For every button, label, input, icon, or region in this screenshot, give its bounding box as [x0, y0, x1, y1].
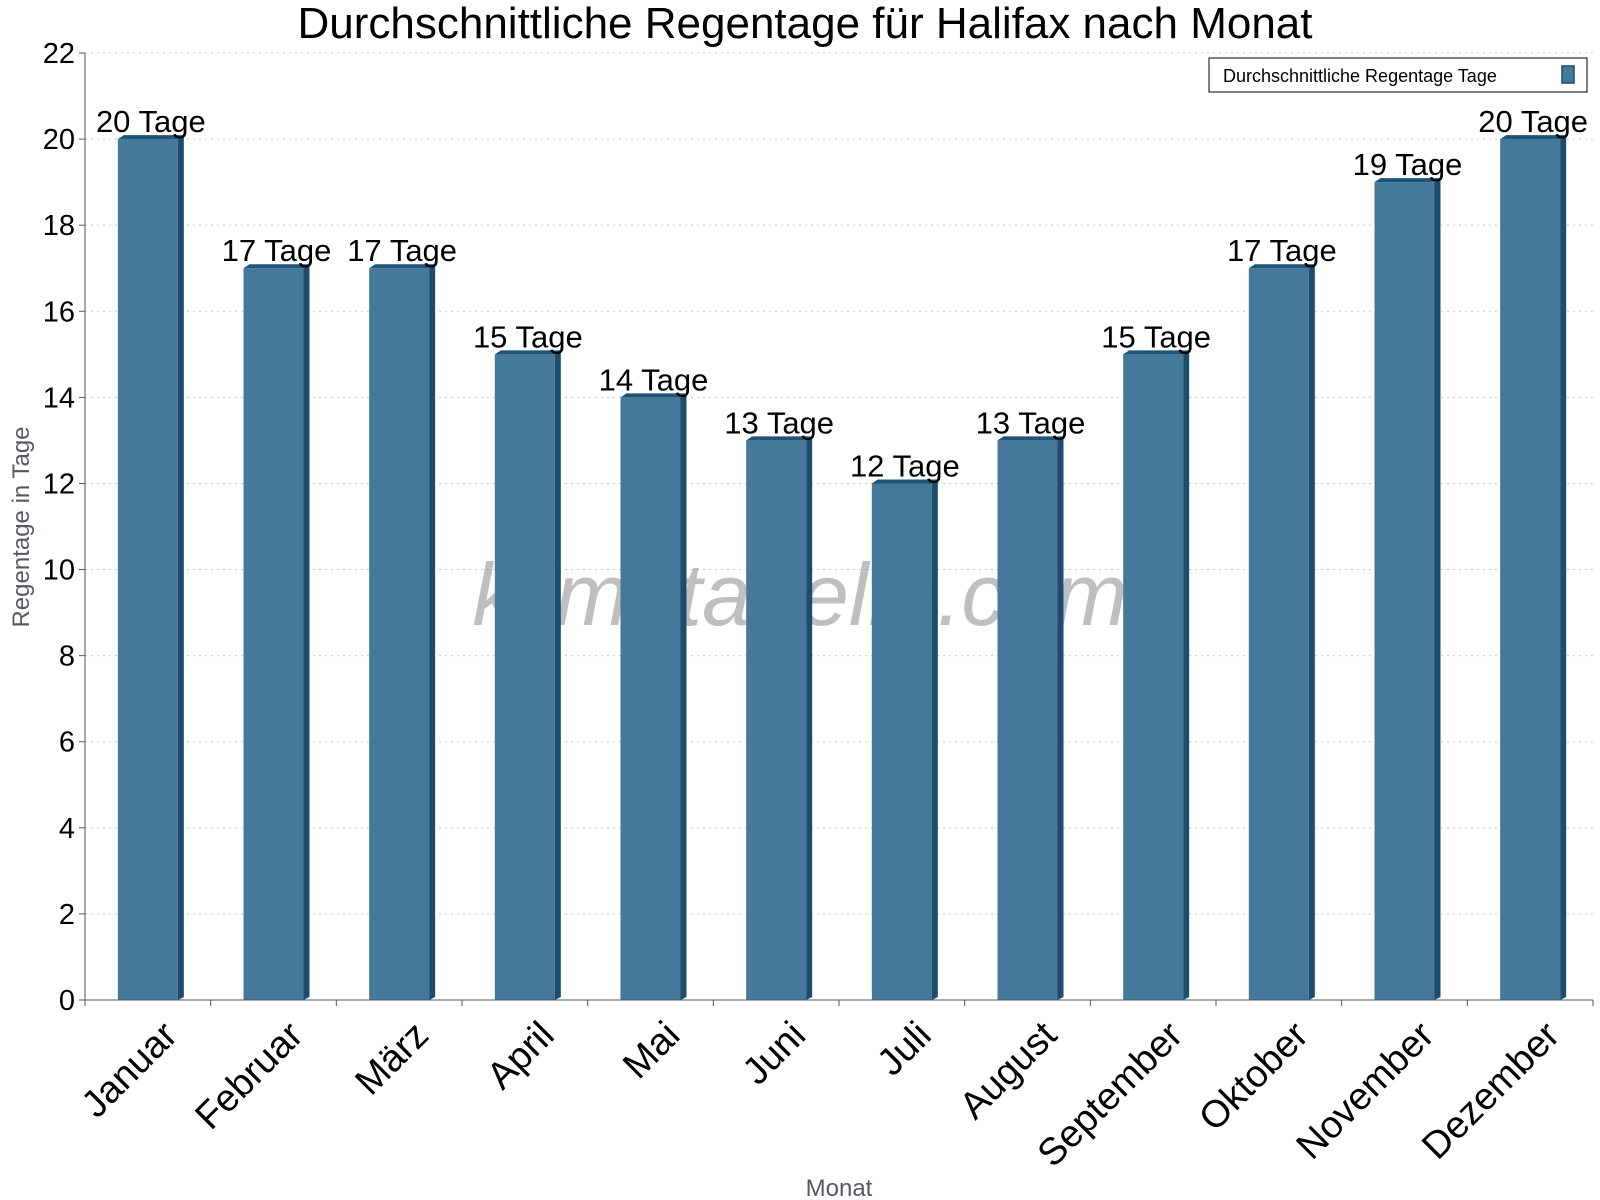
bar-data-label-8: 15 Tage [1101, 319, 1211, 354]
bar-0 [117, 139, 178, 1000]
y-tick-label-8: 16 [43, 296, 75, 328]
bar-side-11 [1560, 136, 1567, 1000]
x-tick-label-6: Juli [870, 1014, 940, 1084]
y-tick-label-5: 10 [43, 555, 75, 587]
y-axis-ticks: 0 2 4 6 8 10 12 14 16 18 20 22 [43, 38, 85, 1017]
x-tick-label-4: Mai [615, 1014, 688, 1087]
y-tick-label-6: 12 [43, 468, 75, 500]
bar-4 [620, 397, 681, 1000]
bar-top-8 [1123, 350, 1190, 355]
bar-data-label-2: 17 Tage [347, 233, 457, 268]
bar-side-9 [1308, 265, 1315, 1000]
bar-series [117, 135, 1567, 1001]
x-tick-label-5: Juni [735, 1014, 814, 1093]
bar-6 [871, 483, 932, 1000]
bar-top-5 [746, 436, 813, 441]
x-axis-title: Monat [806, 1175, 873, 1200]
bar-top-1 [243, 264, 310, 269]
bar-top-4 [620, 393, 687, 398]
bar-data-label-3: 15 Tage [473, 319, 583, 354]
bar-data-label-9: 17 Tage [1227, 233, 1337, 268]
bar-top-0 [117, 135, 184, 140]
bar-top-11 [1500, 135, 1567, 140]
bar-data-label-10: 19 Tage [1353, 147, 1463, 182]
x-tick-label-0: Januar [74, 1014, 186, 1126]
bar-side-5 [806, 437, 813, 1001]
chart-title: Durchschnittliche Regentage für Halifax … [298, 0, 1313, 48]
y-tick-label-2: 4 [59, 813, 75, 845]
bar-side-4 [680, 394, 687, 1000]
bar-data-label-6: 12 Tage [850, 448, 960, 483]
y-tick-label-10: 20 [43, 124, 75, 156]
bar-side-1 [303, 265, 310, 1000]
bar-side-3 [554, 351, 561, 1000]
x-tick-label-9: Oktober [1191, 1014, 1317, 1140]
bar-side-8 [1183, 351, 1190, 1000]
bar-data-label-4: 14 Tage [599, 362, 709, 397]
bar-2 [369, 268, 430, 1000]
bar-3 [494, 354, 555, 1000]
x-tick-label-1: Februar [187, 1014, 311, 1138]
bar-10 [1374, 182, 1435, 1001]
bar-top-2 [369, 264, 436, 269]
x-tick-label-3: April [479, 1014, 562, 1097]
legend-label: Durchschnittliche Regentage Tage [1223, 66, 1497, 86]
legend-swatch [1561, 65, 1575, 84]
x-axis-ticks: Januar Februar März April Mai Juni Juli AugustS… [74, 1000, 1594, 1175]
bar-data-label-5: 13 Tage [724, 405, 834, 440]
y-tick-label-7: 14 [43, 382, 75, 414]
x-tick-label-7: August [952, 1014, 1066, 1128]
bar-top-3 [494, 350, 561, 355]
bar-9 [1248, 268, 1309, 1000]
bar-side-0 [177, 136, 184, 1000]
bar-top-6 [871, 479, 938, 484]
bar-11 [1500, 139, 1561, 1000]
x-tick-label-11: Dezember [1414, 1014, 1568, 1168]
y-tick-label-1: 2 [59, 899, 75, 931]
bar-7 [997, 440, 1058, 1001]
bar-data-label-0: 20 Tage [96, 104, 206, 139]
bar-data-label-7: 13 Tage [976, 405, 1086, 440]
bar-8 [1123, 354, 1184, 1000]
bar-top-7 [997, 436, 1064, 441]
y-tick-label-0: 0 [59, 985, 75, 1017]
bar-side-2 [429, 265, 436, 1000]
y-tick-label-4: 8 [59, 641, 75, 673]
bar-side-6 [931, 480, 938, 1000]
bar-top-9 [1248, 264, 1315, 269]
bar-1 [243, 268, 304, 1000]
bar-data-labels: 20 Tage 17 Tage 17 Tage 15 Tage 14 Tage 13 Ta… [96, 104, 1588, 483]
legend: Durchschnittliche Regentage Tage [1208, 57, 1588, 93]
y-axis-title: Regentage in Tage [8, 426, 35, 627]
bar-top-10 [1374, 178, 1441, 183]
bar-data-label-11: 20 Tage [1478, 104, 1588, 139]
bar-5 [746, 440, 807, 1001]
x-tick-label-10: November [1289, 1014, 1443, 1168]
legend-box [1208, 57, 1588, 93]
bar-side-10 [1434, 179, 1441, 1001]
bar-side-7 [1057, 437, 1064, 1001]
bar-data-label-1: 17 Tage [222, 233, 332, 268]
y-tick-label-9: 18 [43, 210, 75, 242]
y-tick-label-11: 22 [43, 38, 75, 70]
x-tick-label-2: März [348, 1014, 437, 1103]
y-tick-label-3: 6 [59, 727, 75, 759]
